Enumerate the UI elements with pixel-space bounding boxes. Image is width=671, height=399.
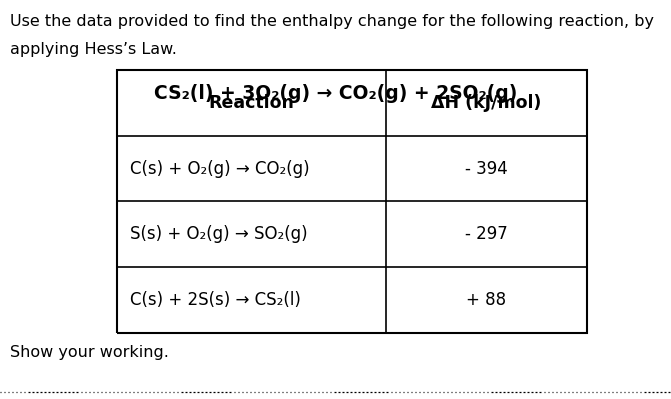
Text: Use the data provided to find the enthalpy change for the following reaction, by: Use the data provided to find the enthal…	[10, 14, 654, 29]
Text: Reaction: Reaction	[209, 94, 295, 112]
Text: CS₂(l) + 3O₂(g) → CO₂(g) + 2SO₂(g): CS₂(l) + 3O₂(g) → CO₂(g) + 2SO₂(g)	[154, 84, 517, 103]
Text: - 297: - 297	[465, 225, 508, 243]
Text: + 88: + 88	[466, 291, 507, 309]
Text: Show your working.: Show your working.	[10, 345, 169, 360]
Text: - 394: - 394	[465, 160, 508, 178]
Text: S(s) + O₂(g) → SO₂(g): S(s) + O₂(g) → SO₂(g)	[130, 225, 307, 243]
Text: C(s) + O₂(g) → CO₂(g): C(s) + O₂(g) → CO₂(g)	[130, 160, 309, 178]
Text: applying Hess’s Law.: applying Hess’s Law.	[10, 42, 177, 57]
Text: ΔH (kJ/mol): ΔH (kJ/mol)	[431, 94, 541, 112]
Text: C(s) + 2S(s) → CS₂(l): C(s) + 2S(s) → CS₂(l)	[130, 291, 301, 309]
